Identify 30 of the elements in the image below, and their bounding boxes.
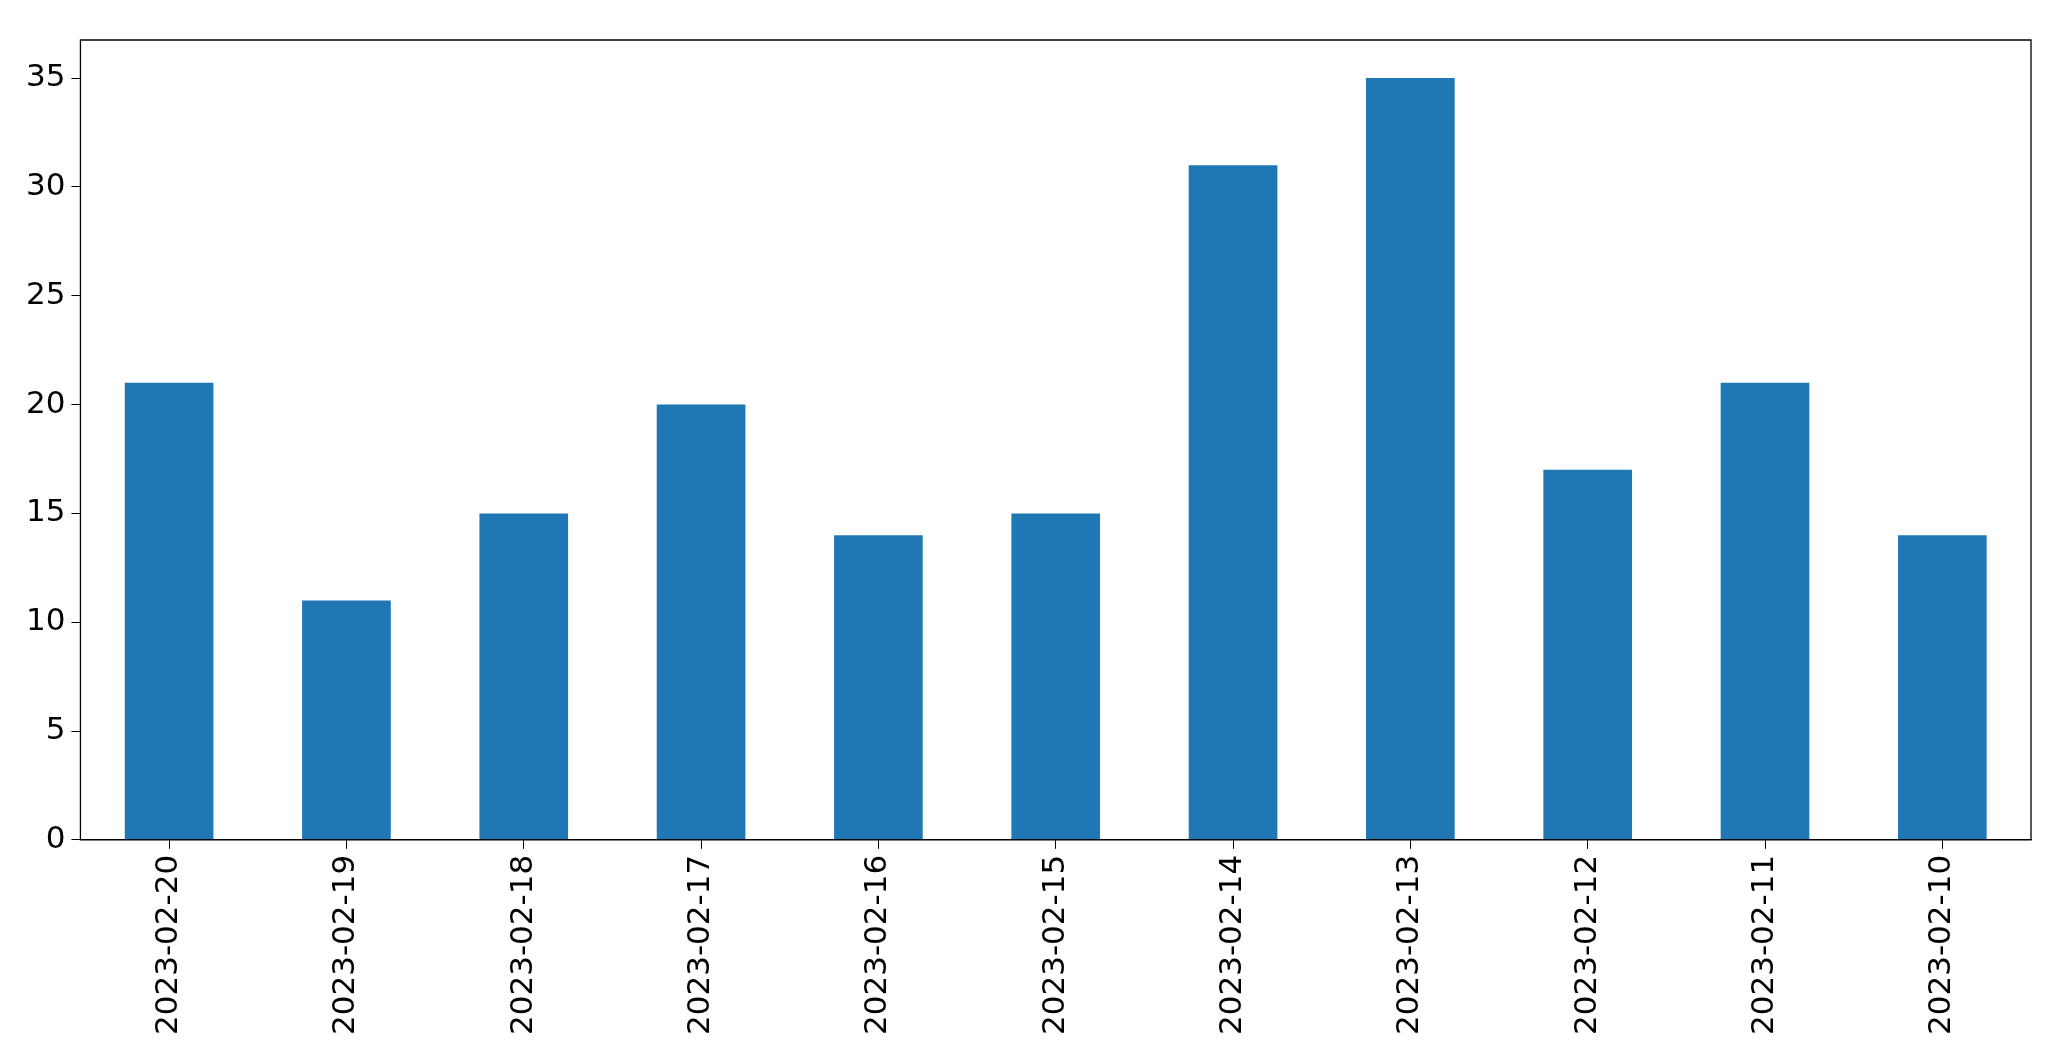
x-tick-label: 2023-02-12 — [1566, 854, 1603, 1036]
y-tick-label: 20 — [25, 383, 66, 420]
bar — [1366, 78, 1455, 840]
bar — [1188, 165, 1278, 840]
bar — [656, 404, 746, 840]
x-tick-label: 2023-02-17 — [680, 854, 717, 1036]
x-tick-label: 2023-02-18 — [502, 854, 539, 1036]
bar — [302, 600, 391, 840]
y-tick-label: 10 — [25, 601, 66, 638]
x-tick-label: 2023-02-10 — [1921, 854, 1958, 1036]
bar — [834, 535, 923, 840]
x-tick-label: 2023-02-20 — [148, 854, 185, 1036]
bar — [1720, 382, 1810, 840]
bar — [1543, 469, 1633, 840]
x-tick-label: 2023-02-11 — [1744, 854, 1781, 1036]
bar — [1898, 535, 1987, 840]
x-tick-label: 2023-02-14 — [1212, 854, 1249, 1036]
y-tick-label: 0 — [45, 818, 66, 855]
bar — [479, 513, 569, 840]
y-tick-label: 15 — [25, 492, 66, 529]
y-tick-label: 5 — [45, 710, 66, 747]
x-tick-label: 2023-02-16 — [857, 854, 894, 1036]
y-tick-label: 35 — [25, 57, 66, 94]
x-tick-label: 2023-02-19 — [325, 854, 362, 1036]
bar — [124, 382, 214, 840]
y-tick-label: 25 — [25, 274, 66, 311]
x-tick-label: 2023-02-13 — [1389, 854, 1426, 1036]
x-tick-label: 2023-02-15 — [1034, 854, 1071, 1036]
y-tick-label: 30 — [25, 165, 66, 202]
bar — [1011, 513, 1101, 840]
